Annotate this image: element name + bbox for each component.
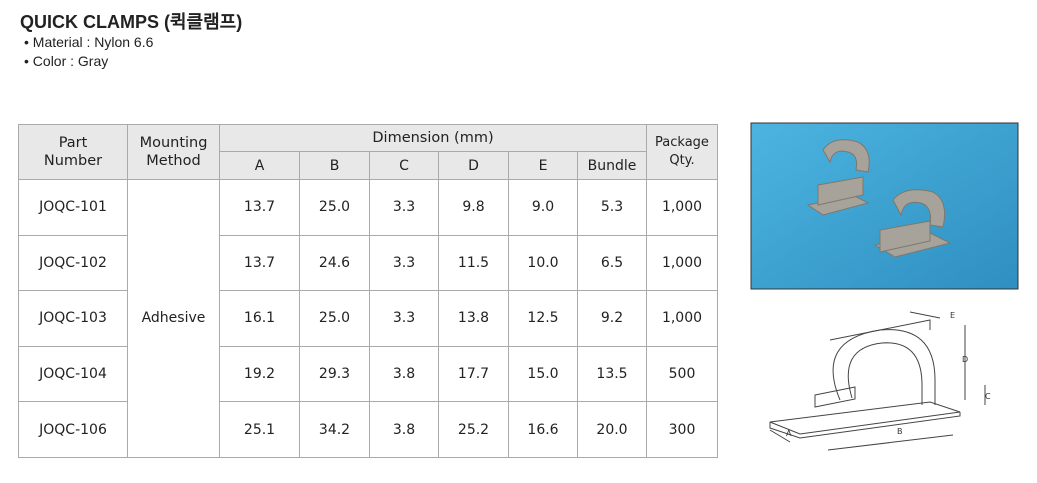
table-cell: 16.6 [508,401,578,458]
header-cell: E [508,151,578,180]
table-cell: 3.3 [369,179,439,236]
table-cell: 1,000 [646,234,718,292]
table-cell: 5.3 [577,179,647,236]
table-cell: JOQC-103 [18,290,128,347]
header-cell: A [219,151,300,180]
bullet: • Color : Gray [24,53,109,69]
table-cell: 9.8 [438,179,509,236]
table-cell: 16.1 [219,290,300,347]
table-row: JOQC-104 19.2 29.3 3.8 17.7 15.0 13.5 500 [18,345,718,403]
table-cell: 25.2 [438,401,509,458]
header-text: Dimension (mm) [372,130,494,146]
table-cell: 3.8 [369,345,439,403]
header-text: Package [655,135,709,150]
table-cell: 13.7 [219,234,300,292]
table-cell: 34.2 [299,401,370,458]
table-cell: 10.0 [508,234,578,292]
table-cell: 11.5 [438,234,509,292]
table-row: JOQC-106 25.1 34.2 3.8 25.2 16.6 20.0 300 [18,401,718,458]
table-cell: 9.2 [577,290,647,347]
header-cell: Mounting Method [127,124,220,180]
table-cell: JOQC-101 [18,179,128,236]
header-cell: C [369,151,439,180]
table-cell: 300 [646,401,718,458]
table-cell: 13.8 [438,290,509,347]
table-row: JOQC-102 13.7 24.6 3.3 11.5 10.0 6.5 1,000 [18,234,718,292]
table-row: JOQC-101 Adhesive 13.7 25.0 3.3 9.8 9.0 5.3 1,00… [18,179,718,458]
dimension-label: A [786,429,792,438]
title: QUICK CLAMPS (퀵클램프) [20,12,243,32]
table-cell: 3.3 [369,290,439,347]
table-cell: 1,000 [646,179,718,236]
table-cell: 19.2 [219,345,300,403]
technical-drawing [769,311,986,451]
header-cell: Package Qty. [646,124,718,180]
table-cell: 24.6 [299,234,370,292]
table-cell: 29.3 [299,345,370,403]
dimension-label: D [962,355,968,364]
table-cell: JOQC-104 [18,345,128,403]
header-cell: D [438,151,509,180]
table-cell: 25.1 [219,401,300,458]
header-text: Mounting [139,135,208,151]
header-cell: Bundle [577,151,647,180]
table-cell: 25.0 [299,179,370,236]
table-cell: 9.0 [508,179,578,236]
table-cell: 500 [646,345,718,403]
dimension-label: C [985,392,991,401]
header-text: Qty. [669,153,695,168]
header-cell: Dimension (mm) [219,124,647,152]
table-cell: 12.5 [508,290,578,347]
table-cell: 3.3 [369,234,439,292]
table-cell: 6.5 [577,234,647,292]
header-text: Method [146,153,201,169]
header-text: Number [43,153,103,169]
header-cell: B [299,151,370,180]
bullet: • Material : Nylon 6.6 [24,34,154,50]
header-cell: Part Number [18,124,128,180]
product-photo [750,122,1019,290]
table-row: JOQC-103 16.1 25.0 3.3 13.8 12.5 9.2 1,000 [18,290,718,347]
table-cell: 17.7 [438,345,509,403]
table-cell: 13.7 [219,179,300,236]
table-cell: 1,000 [646,290,718,347]
spec-table: Part Number Mounting Method Dimension (mm)… [18,124,718,458]
clamp-photo [806,139,952,258]
table-cell: JOQC-102 [18,234,128,292]
table-cell: 13.5 [577,345,647,403]
table-cell: 20.0 [577,401,647,458]
table-cell: 25.0 [299,290,370,347]
table-cell: JOQC-106 [18,401,128,458]
table-cell: 15.0 [508,345,578,403]
header-text: Part [58,135,88,151]
dimension-label: E [950,311,955,320]
table-cell: 3.8 [369,401,439,458]
table-cell: Adhesive [127,179,220,458]
dimension-label: B [897,427,903,436]
